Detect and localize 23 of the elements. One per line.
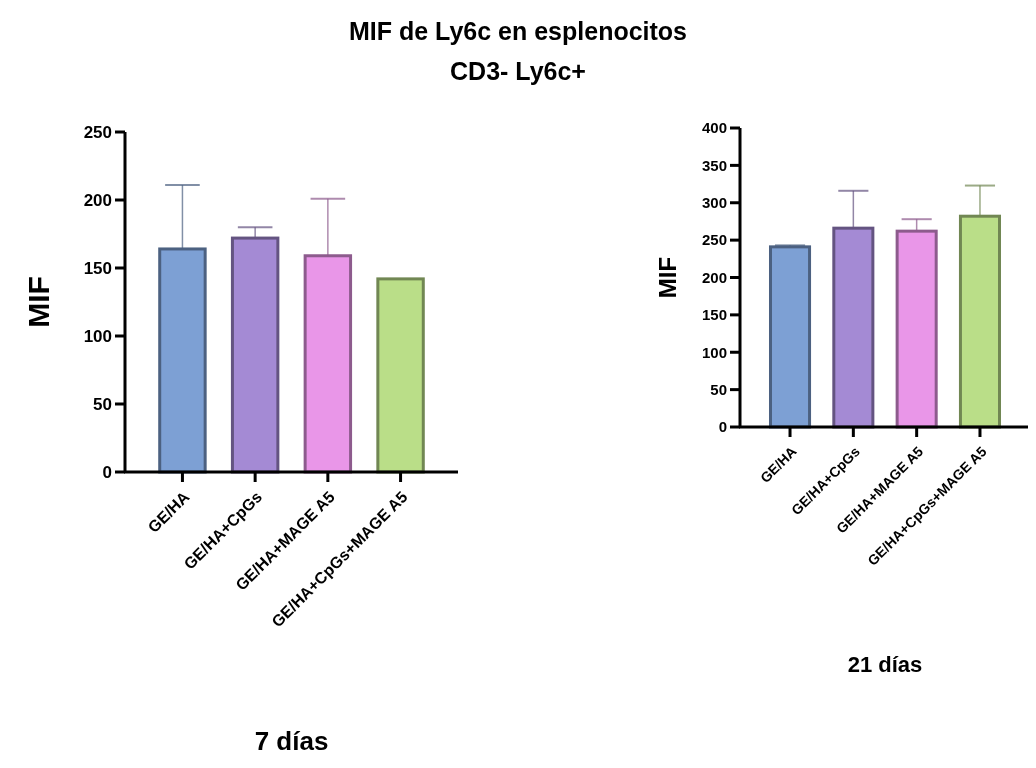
bar	[376, 277, 425, 474]
y-tick-label: 300	[701, 194, 727, 211]
y-tick-label: 100	[701, 343, 727, 361]
y-tick-label: 150	[701, 306, 727, 324]
y-tick-label: 50	[93, 394, 112, 414]
y-axis-title: MIF	[654, 256, 682, 299]
y-axis-title: MIF	[21, 276, 55, 328]
y-tick-label: 250	[83, 122, 112, 142]
y-tick-label: 400	[701, 119, 727, 137]
y-tick-label: 150	[83, 258, 112, 278]
y-tick-label: 250	[701, 231, 727, 249]
text: MIF de Ly6c en esplenocitos	[348, 17, 688, 45]
y-tick-label: 50	[710, 380, 727, 398]
text: CD3- Ly6c+	[450, 57, 586, 85]
y-tick-label: 200	[701, 268, 727, 286]
y-tick-label: 0	[102, 462, 112, 482]
y-tick-label: 0	[718, 418, 727, 436]
y-tick-label: 350	[701, 156, 727, 174]
bar	[768, 245, 812, 429]
x-axis-title: 7 días	[254, 726, 329, 756]
x-axis-title: 21 días	[847, 652, 923, 677]
y-tick-label: 100	[83, 326, 112, 346]
y-tick-label: 200	[83, 190, 112, 210]
